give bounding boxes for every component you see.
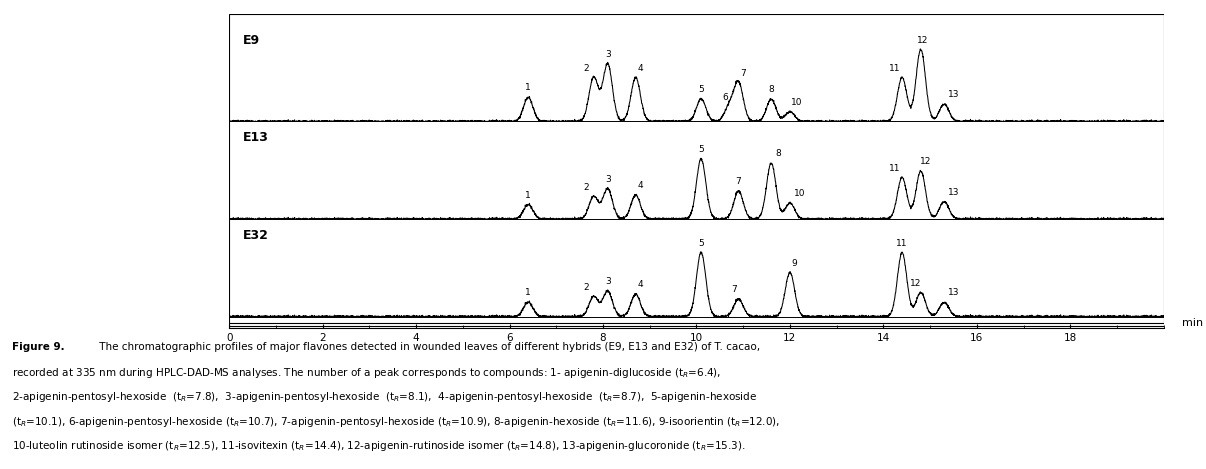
Text: 8: 8	[775, 149, 781, 158]
Text: recorded at 335 nm during HPLC-DAD-MS analyses. The number of a peak corresponds: recorded at 335 nm during HPLC-DAD-MS an…	[12, 366, 721, 380]
Text: 4: 4	[638, 280, 643, 289]
Text: 5: 5	[698, 145, 704, 154]
Text: 5: 5	[698, 239, 704, 248]
Text: 8: 8	[768, 85, 774, 94]
Text: 12: 12	[920, 157, 931, 166]
Text: The chromatographic profiles of major flavones detected in wounded leaves of dif: The chromatographic profiles of major fl…	[96, 341, 760, 352]
Text: 7: 7	[731, 285, 737, 294]
Text: 3: 3	[604, 277, 610, 286]
Text: 1: 1	[526, 191, 531, 200]
Text: 2: 2	[584, 183, 590, 192]
Text: 2: 2	[584, 63, 590, 73]
Text: 10: 10	[794, 189, 806, 198]
Text: 13: 13	[948, 288, 959, 297]
Text: 6: 6	[722, 93, 728, 102]
Text: E32: E32	[244, 229, 269, 242]
Text: 4: 4	[638, 63, 643, 73]
Text: 3: 3	[604, 175, 610, 184]
Text: min: min	[1183, 318, 1204, 328]
Text: 2: 2	[584, 283, 590, 292]
Text: 9: 9	[791, 259, 797, 268]
Text: 12: 12	[918, 36, 929, 45]
Text: 10: 10	[791, 98, 803, 107]
Text: E13: E13	[244, 131, 269, 144]
Text: 11: 11	[889, 63, 901, 73]
Text: 1: 1	[526, 288, 531, 297]
Text: 1: 1	[526, 83, 531, 91]
Text: 2-apigenin-pentosyl-hexoside  (t$_R$=7.8),  3-apigenin-pentosyl-hexoside  (t$_R$: 2-apigenin-pentosyl-hexoside (t$_R$=7.8)…	[12, 390, 757, 404]
Text: (t$_R$=10.1), 6-apigenin-pentosyl-hexoside (t$_R$=10.7), 7-apigenin-pentosyl-hex: (t$_R$=10.1), 6-apigenin-pentosyl-hexosi…	[12, 415, 780, 429]
Text: 10-luteolin rutinoside isomer (t$_R$=12.5), 11-isovitexin (t$_R$=14.4), 12-apige: 10-luteolin rutinoside isomer (t$_R$=12.…	[12, 439, 745, 453]
Text: 11: 11	[889, 164, 901, 173]
Text: 12: 12	[911, 279, 921, 287]
Text: 4: 4	[638, 181, 643, 190]
Text: 13: 13	[948, 90, 959, 99]
Text: 3: 3	[604, 50, 610, 59]
Text: 11: 11	[896, 239, 908, 248]
Text: 7: 7	[740, 69, 747, 78]
Text: E9: E9	[244, 34, 260, 46]
Text: 7: 7	[736, 177, 742, 186]
Text: Figure 9.: Figure 9.	[12, 341, 65, 352]
Text: 5: 5	[698, 85, 704, 94]
Text: 13: 13	[948, 188, 959, 197]
